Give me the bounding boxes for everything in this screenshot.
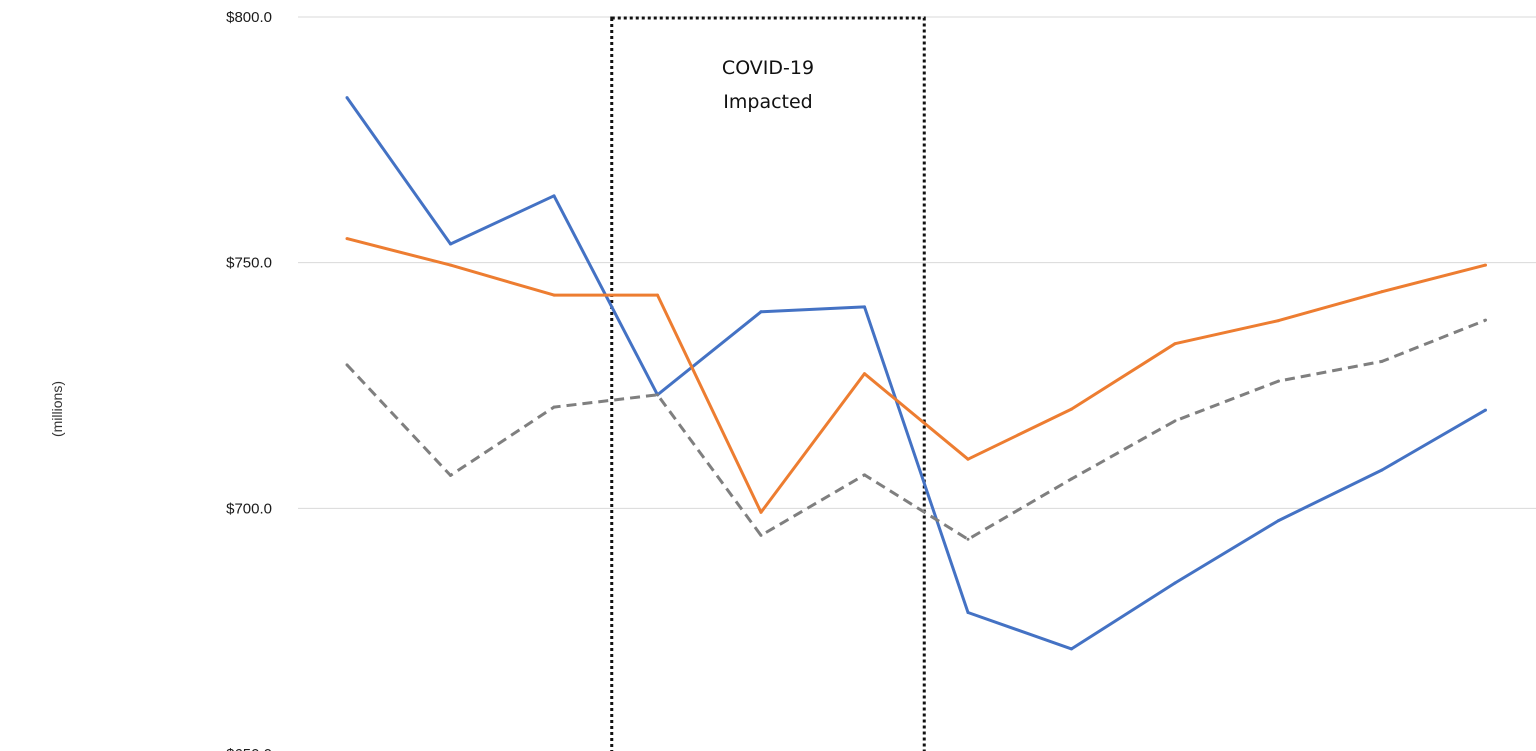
series-3-point bbox=[1277, 379, 1280, 383]
series-2-point bbox=[863, 372, 866, 376]
series-3-point bbox=[345, 363, 349, 367]
series-1-point bbox=[1070, 647, 1073, 651]
covid-impacted-box bbox=[610, 16, 926, 751]
series-1-point bbox=[1484, 408, 1487, 412]
series-2-point bbox=[656, 293, 659, 297]
series-1-point bbox=[863, 305, 866, 309]
series-3-point bbox=[1380, 359, 1384, 363]
covid-annotation-line-2: Impacted bbox=[723, 91, 812, 113]
series-1-point bbox=[966, 610, 970, 614]
y-axis-label: (millions) bbox=[49, 381, 65, 437]
series-line-2 bbox=[346, 237, 1486, 514]
series-1-point bbox=[449, 242, 452, 246]
series-1-point bbox=[345, 96, 349, 100]
series-3-point bbox=[759, 533, 763, 537]
y-axis-ticks: $650.0 $700.0 $750.0 $800.0 bbox=[226, 9, 272, 751]
series-3-point bbox=[552, 405, 556, 409]
y-tick-label: $700.0 bbox=[226, 500, 272, 517]
series-1-point bbox=[552, 194, 556, 198]
series-1-point bbox=[1173, 581, 1177, 585]
series-2-point bbox=[1070, 407, 1073, 411]
y-tick-label: $750.0 bbox=[226, 255, 272, 272]
series-3-point bbox=[1070, 477, 1073, 481]
series-line-3 bbox=[345, 318, 1487, 541]
y-tick-label: $650.0 bbox=[226, 746, 272, 751]
series-2-point bbox=[1173, 342, 1177, 346]
covid-annotation: COVID-19 Impacted bbox=[610, 16, 926, 751]
series-2-point bbox=[1380, 290, 1384, 294]
series-3-point bbox=[1484, 318, 1487, 322]
series-2-point bbox=[759, 510, 763, 514]
series-3-point bbox=[966, 537, 970, 541]
series-3-point bbox=[1173, 419, 1177, 423]
series-lines bbox=[345, 96, 1487, 651]
series-2-point bbox=[345, 237, 349, 241]
series-1-point bbox=[1380, 468, 1384, 472]
y-tick-label: $800.0 bbox=[226, 9, 272, 26]
series-1-point bbox=[1277, 519, 1280, 523]
series-2-point bbox=[449, 263, 452, 267]
series-2-point bbox=[1484, 263, 1487, 267]
series-3-point bbox=[449, 473, 452, 477]
series-line-1 bbox=[345, 96, 1487, 651]
series-2-point bbox=[1277, 319, 1280, 323]
series-3-point bbox=[863, 473, 866, 477]
covid-annotation-line-1: COVID-19 bbox=[722, 57, 814, 79]
series-2-point bbox=[966, 457, 970, 461]
series-2-point bbox=[552, 293, 556, 297]
grid-lines bbox=[298, 16, 1536, 509]
series-1-point bbox=[759, 310, 763, 314]
series-3-point bbox=[656, 393, 659, 397]
